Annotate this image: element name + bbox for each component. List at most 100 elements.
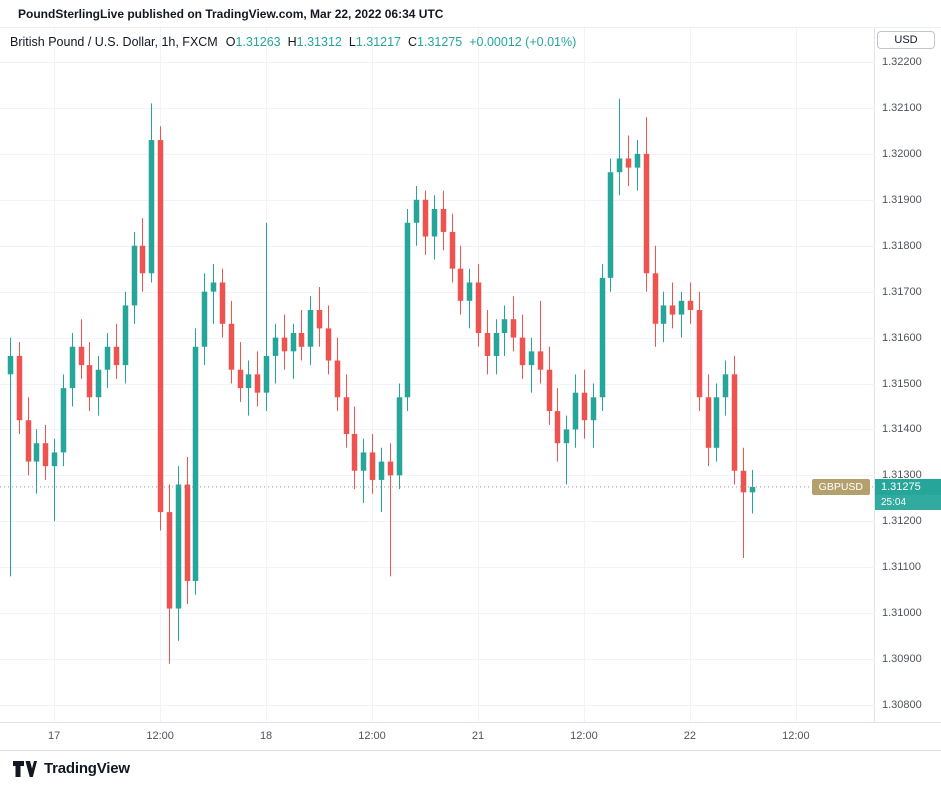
time-axis-label: 18 — [259, 730, 273, 742]
candle-body — [104, 346, 111, 370]
tradingview-logo-icon — [13, 760, 37, 777]
candle-body — [369, 452, 376, 480]
candle-body — [537, 351, 544, 370]
tradingview-logo[interactable]: TradingView — [13, 760, 130, 777]
candle-body — [290, 332, 297, 352]
chart-legend[interactable]: British Pound / U.S. Dollar, 1h, FXCM O1.… — [10, 35, 576, 49]
candle-body — [722, 374, 729, 398]
candle-body — [387, 461, 394, 476]
symbol-price-flag: GBPUSD — [811, 478, 870, 495]
time-axis[interactable]: 17 12:00 18 12:00 21 12:00 22 12:00 — [0, 722, 941, 750]
candle-body — [219, 282, 226, 324]
candle-body — [510, 319, 517, 338]
candle-body — [184, 484, 191, 581]
candle-body — [334, 360, 341, 398]
candle-body — [351, 434, 358, 471]
ohlc-letter: C — [408, 35, 418, 49]
candle-body — [440, 208, 447, 232]
price-axis-label: 1.30900 — [882, 653, 922, 666]
chart-pane[interactable]: British Pound / U.S. Dollar, 1h, FXCM O1.… — [0, 28, 875, 722]
price-change: +0.00012 (+0.01%) — [469, 35, 577, 49]
candle-body — [669, 305, 676, 315]
candle-body — [201, 291, 208, 347]
candle-body — [616, 158, 623, 173]
candle-body — [634, 153, 641, 168]
candle-body — [493, 332, 500, 356]
candle-body — [475, 282, 482, 333]
price-axis-label: 1.31400 — [882, 423, 922, 436]
candle-body — [625, 158, 632, 168]
time-axis-label: 12:00 — [782, 730, 810, 742]
candle-body — [449, 231, 456, 269]
candle-body — [254, 374, 261, 393]
candle-body — [740, 470, 747, 493]
candle-body — [113, 346, 120, 366]
candle-body — [7, 355, 14, 375]
price-axis[interactable]: USD 1.32200 1.32100 1.32000 1.31900 1.31800 1… — [875, 28, 941, 722]
candle-body — [175, 484, 182, 609]
ohlc-pair: L1.31217 — [349, 35, 401, 49]
candle-body — [237, 369, 244, 389]
candle-body — [148, 140, 155, 274]
ohlc-value: 1.31217 — [355, 35, 401, 49]
candle-body — [404, 222, 411, 398]
candle-body — [713, 397, 720, 448]
candle-body — [599, 277, 606, 398]
ohlc-letter: H — [287, 35, 297, 49]
currency-toggle-button[interactable]: USD — [877, 31, 935, 49]
candle-body — [60, 388, 67, 453]
candle-body — [546, 369, 553, 412]
candle-body — [581, 392, 588, 421]
candle-body — [192, 346, 199, 581]
footer-bar: TradingView — [0, 750, 941, 786]
price-axis-label: 1.32000 — [882, 147, 922, 160]
ohlc-pair: C1.31275 — [408, 35, 462, 49]
candle-body — [678, 300, 685, 315]
candle-body — [660, 305, 667, 324]
time-axis-label: 21 — [471, 730, 485, 742]
candle-body — [325, 328, 332, 361]
candle-body — [519, 337, 526, 366]
ohlc-value: 1.31275 — [417, 35, 463, 49]
candle-body — [210, 282, 217, 292]
candle-body — [131, 245, 138, 306]
candle-body — [157, 140, 164, 513]
price-axis-label: 1.31300 — [882, 469, 922, 482]
attribution-bar: PoundSterlingLive published on TradingVi… — [0, 0, 941, 28]
candle-body — [643, 153, 650, 274]
ohlc-value: 1.31312 — [296, 35, 342, 49]
candle-body — [431, 208, 438, 237]
candle-body — [466, 282, 473, 301]
price-axis-label: 1.31000 — [882, 607, 922, 620]
candle-body — [396, 397, 403, 476]
candle-body — [33, 443, 40, 462]
candle-body — [343, 397, 350, 435]
candle-body — [652, 273, 659, 324]
candle-body — [457, 268, 464, 301]
price-axis-label: 1.32200 — [882, 56, 922, 68]
candle-body — [607, 172, 614, 278]
candle-body — [95, 369, 102, 398]
price-axis-label: 1.31700 — [882, 285, 922, 298]
symbol-title: British Pound / U.S. Dollar, 1h, FXCM — [10, 35, 218, 49]
candlestick-plot — [0, 28, 875, 722]
price-axis-label: 1.31800 — [882, 239, 922, 252]
candle-body — [422, 199, 429, 237]
candle-body — [16, 355, 23, 421]
candle-body — [245, 374, 252, 389]
candle-body — [696, 310, 703, 398]
candle-body — [78, 346, 85, 366]
candle-body — [122, 305, 129, 366]
candle-body — [484, 332, 491, 356]
candle-body — [25, 420, 32, 462]
price-axis-label: 1.31600 — [882, 331, 922, 344]
candle-body — [272, 337, 279, 356]
candle-body — [69, 346, 76, 389]
candle-body — [563, 429, 570, 444]
ohlc-letter: L — [348, 35, 356, 49]
current-price-label-group: 1.31275 25:04 — [875, 478, 941, 510]
candle-body — [86, 365, 93, 398]
candle-body — [731, 374, 738, 471]
candle-body — [501, 319, 508, 333]
price-axis-label: 1.31200 — [882, 515, 922, 528]
